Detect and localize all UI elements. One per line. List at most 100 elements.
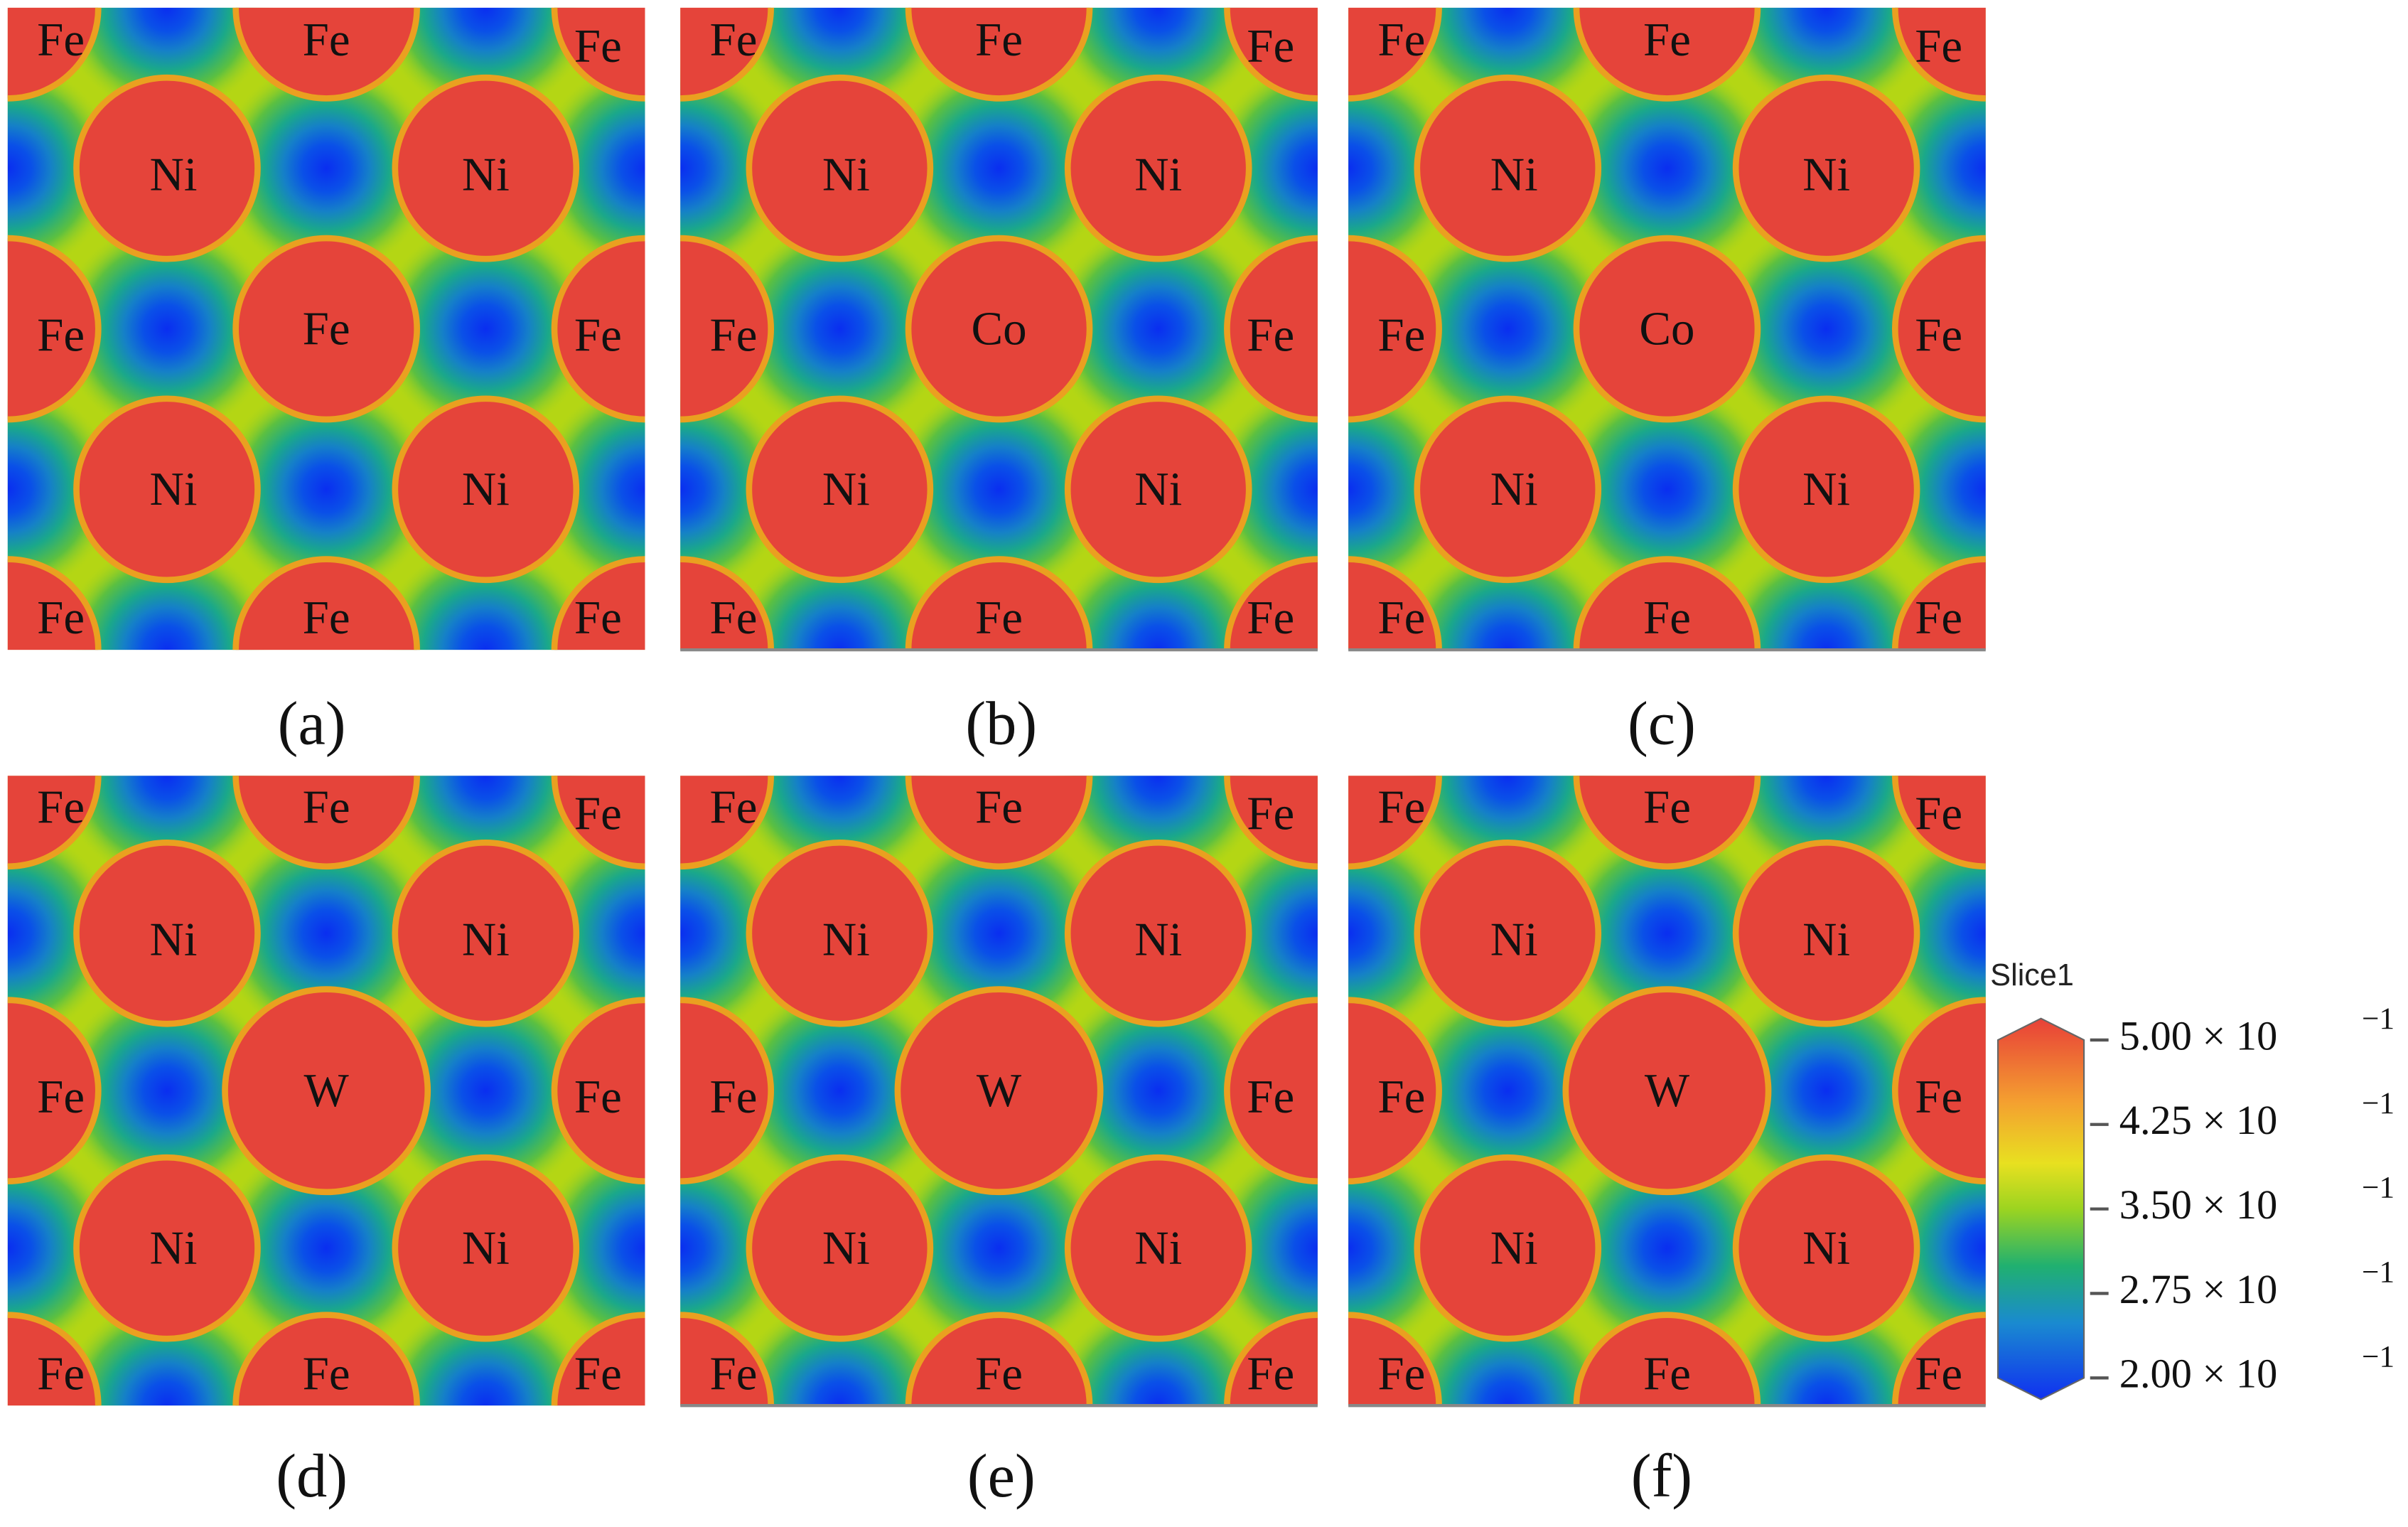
charge-well: [218, 382, 434, 597]
atom-region: [73, 1154, 261, 1342]
charge-well: [59, 1297, 275, 1406]
contour-panel: [680, 776, 1318, 1406]
atom-region: [392, 839, 580, 1027]
charge-well: [732, 982, 947, 1199]
charge-well: [378, 1297, 593, 1406]
colorbar-tick-exponent: −1: [2362, 1171, 2394, 1205]
charge-well: [1050, 7, 1266, 116]
atom-region: [392, 1154, 580, 1342]
charge-well: [1050, 221, 1266, 436]
charge-well: [1400, 982, 1616, 1199]
atom-region: [551, 7, 645, 102]
panel-caption: (e): [967, 1442, 1036, 1510]
atom-label: Fe: [1915, 1071, 1962, 1123]
atom-label: Ni: [1134, 463, 1182, 515]
charge-well: [680, 825, 788, 1041]
charge-well: [1400, 221, 1616, 436]
charge-well: [1878, 382, 1986, 597]
atom-region: [680, 556, 774, 650]
charge-well: [1400, 7, 1616, 116]
atom-region: [1348, 235, 1442, 423]
atom-region: [1348, 556, 1442, 650]
atom-label: Fe: [709, 781, 757, 833]
atom-label: Ni: [1802, 913, 1850, 965]
charge-well: [378, 776, 593, 884]
charge-well: [891, 1140, 1107, 1356]
charge-well: [732, 776, 947, 884]
atom-label: Fe: [975, 14, 1023, 66]
atom-label: Fe: [37, 309, 85, 361]
atom-label: Ni: [1802, 149, 1850, 201]
atom-label: Fe: [574, 1071, 622, 1123]
charge-well: [1348, 382, 1456, 597]
charge-well: [732, 542, 947, 650]
colorbar-title: Slice1: [1990, 958, 2074, 992]
charge-well: [1050, 776, 1266, 884]
charge-well: [891, 60, 1107, 276]
charge-well: [537, 60, 645, 276]
atom-label: Ni: [149, 1222, 197, 1275]
atom-label: Fe: [1915, 20, 1962, 73]
atom-label: Ni: [149, 149, 197, 201]
charge-well: [1400, 776, 1616, 884]
charge-well: [1878, 825, 1986, 1041]
atom-region: [905, 7, 1093, 102]
atom-region: [680, 7, 774, 102]
panel-caption: (c): [1628, 689, 1696, 757]
atom-region: [1562, 986, 1772, 1196]
charge-well: [680, 60, 788, 276]
atom-region: [73, 395, 261, 584]
atom-label: Fe: [574, 591, 622, 644]
charge-well: [59, 7, 275, 116]
atom-label: Fe: [709, 1071, 757, 1123]
charge-well: [7, 825, 116, 1041]
atom-label: Ni: [822, 1222, 870, 1275]
atom-region: [73, 74, 261, 262]
atom-region: [551, 235, 645, 423]
panel-caption: (b): [965, 689, 1037, 757]
charge-well: [59, 221, 275, 436]
atom-label: Fe: [1915, 591, 1962, 644]
colorbar-tick-exponent: −1: [2362, 1086, 2394, 1120]
charge-well: [1719, 221, 1934, 436]
atom-label: Fe: [37, 14, 85, 66]
charge-well: [1878, 60, 1986, 276]
atom-region: [905, 776, 1093, 870]
charge-well: [1719, 1297, 1934, 1406]
atom-label: Ni: [822, 463, 870, 515]
colorbar-tick-exponent: −1: [2362, 1002, 2394, 1036]
contour-panel: [7, 7, 645, 650]
atom-label: Fe: [1915, 1348, 1962, 1400]
atom-label: Ni: [149, 913, 197, 965]
atom-label: Fe: [709, 591, 757, 644]
atom-label: Fe: [1643, 14, 1691, 66]
charge-well: [732, 7, 947, 116]
atom-label: Ni: [1802, 1222, 1850, 1275]
charge-well: [1719, 7, 1934, 116]
charge-well: [378, 7, 593, 116]
charge-well: [59, 542, 275, 650]
atom-label: Fe: [975, 591, 1023, 644]
atom-region: [551, 556, 645, 650]
charge-well: [1210, 825, 1318, 1041]
atom-label: Fe: [975, 781, 1023, 833]
atom-region: [7, 7, 102, 102]
colorbar-tick-label: 5.00 × 10: [2119, 1012, 2277, 1059]
atom-label: Fe: [709, 309, 757, 361]
atom-region: [1064, 1154, 1252, 1342]
atom-region: [746, 395, 934, 584]
charge-well: [537, 1140, 645, 1356]
atom-region: [746, 1154, 934, 1342]
atom-label: Fe: [37, 591, 85, 644]
atom-label: Fe: [303, 14, 350, 66]
contour-panel: [1348, 7, 1986, 650]
atom-label: Fe: [303, 781, 350, 833]
charge-well: [59, 776, 275, 884]
atom-region: [1348, 776, 1442, 870]
atom-region: [1892, 235, 1986, 423]
atom-region: [7, 1312, 102, 1406]
charge-well: [1559, 60, 1775, 276]
atom-label: Ni: [462, 149, 510, 201]
atom-label: Fe: [1247, 1071, 1294, 1123]
atom-region: [551, 776, 645, 870]
